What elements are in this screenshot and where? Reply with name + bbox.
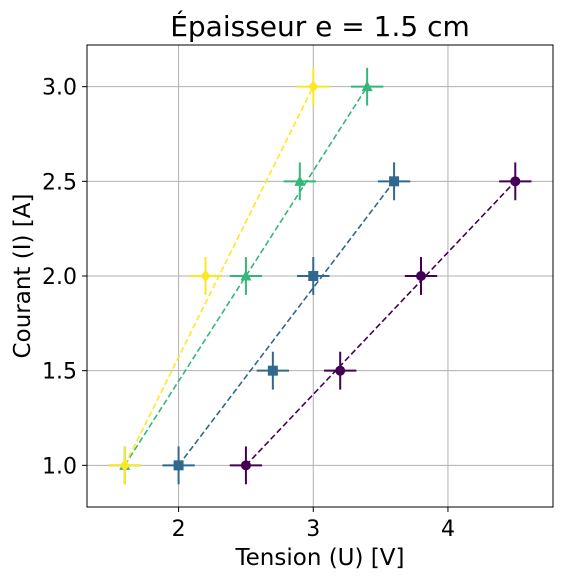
y-axis-label: Courant (I) [A] [10, 194, 36, 359]
circle-marker [416, 271, 427, 281]
data-point [499, 162, 532, 201]
axis-ticks: 2 3 4 1.0 1.5 2.0 2.5 3.0 [42, 76, 455, 542]
y-tick-label: 1.5 [42, 360, 77, 385]
y-tick-label: 2.0 [42, 265, 77, 290]
circle-marker [510, 176, 521, 187]
data-point [404, 257, 438, 295]
circle-marker [335, 365, 346, 376]
diamond-marker [119, 459, 130, 472]
x-tick-label: 2 [172, 517, 186, 542]
x-axis-label: Tension (U) [V] [235, 545, 405, 571]
chart-title: Épaisseur e = 1.5 cm [170, 9, 470, 43]
square-marker [308, 271, 319, 281]
y-tick-label: 1.0 [42, 454, 77, 479]
y-tick-label: 3.0 [42, 76, 77, 101]
x-tick-label: 3 [306, 517, 320, 542]
diamond-marker [308, 80, 319, 93]
data-point [377, 162, 411, 201]
data-point [324, 351, 357, 390]
triangle-marker [361, 80, 373, 92]
circle-marker [240, 460, 251, 471]
data-point [350, 67, 384, 106]
data-point [283, 162, 316, 201]
data-point [297, 257, 330, 295]
triangle-marker [240, 270, 252, 281]
data-points [108, 67, 532, 485]
fit-line [245, 180, 516, 466]
data-point [108, 446, 141, 485]
square-marker [173, 460, 184, 471]
triangle-marker [294, 175, 306, 186]
data-point [256, 351, 290, 390]
x-tick-label: 4 [441, 517, 455, 542]
data-point [189, 257, 222, 295]
diamond-marker [200, 270, 211, 282]
square-marker [389, 176, 400, 187]
y-tick-label: 2.5 [42, 170, 77, 195]
data-point [297, 67, 330, 106]
fit-line [124, 86, 368, 466]
data-point [229, 257, 263, 295]
data-point [229, 446, 263, 485]
square-marker [267, 365, 278, 376]
data-point [162, 446, 195, 485]
fit-line [177, 180, 395, 466]
